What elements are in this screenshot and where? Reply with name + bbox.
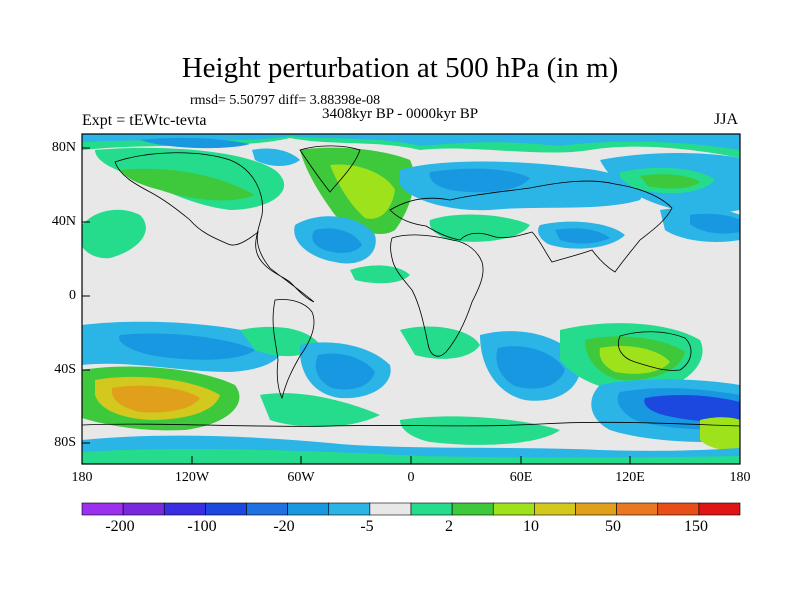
colorbar-label: -100 [187,518,217,535]
lat-label-80s: 80S [54,435,76,450]
colorbar-label: -200 [105,518,135,535]
axis-ticks [81,147,741,464]
season-label: JJA [714,111,739,128]
colorbar-label: 150 [684,518,708,535]
lat-label-40n: 40N [51,214,76,229]
colorbar-swatch [328,502,371,516]
colorbar-swatch [492,502,535,516]
colorbar-swatch [698,502,741,516]
lon-label-0: 0 [407,470,415,485]
experiment-label: Expt = tEWtc-tevta [82,112,207,129]
colorbar-swatch [205,502,247,516]
colorbar-swatch [246,502,288,516]
plot-title: Height perturbation at 500 hPa (in m) [181,52,619,84]
lat-label-80n: 80N [51,140,76,155]
colorbar-swatch [163,502,206,516]
period-label: 3408kyr BP - 0000kyr BP [322,106,479,122]
lat-label-40s: 40S [54,362,76,377]
lon-label-180e: 180 [729,470,751,485]
colorbar-label: -20 [273,518,295,535]
lon-label-120e: 120E [615,470,645,485]
colorbar-swatch [81,502,124,516]
colorbar-label: 50 [605,518,621,535]
colorbar-swatch [369,502,412,516]
lon-label-60e: 60E [509,470,533,485]
lon-label-120w: 120W [174,470,210,485]
colorbar-swatch [575,502,617,516]
coastlines [82,145,740,427]
colorbar-label: -5 [360,518,374,535]
colorbar [81,502,741,516]
colorbar-swatch [451,502,494,516]
colorbar-swatch [410,502,453,516]
colorbar-label: 10 [523,518,539,535]
lat-label-eq: 0 [69,288,76,303]
statistics-text: rmsd= 5.50797 diff= 3.88398e-08 [190,93,381,108]
height-field [82,134,740,464]
colorbar-swatch [616,502,659,516]
colorbar-swatch [287,502,330,516]
colorbar-swatch [534,502,576,516]
lon-label-60w: 60W [287,470,315,485]
colorbar-swatch [657,502,700,516]
lon-label-180w: 180 [71,470,93,485]
colorbar-swatch [122,502,165,516]
colorbar-label: 2 [445,518,453,535]
